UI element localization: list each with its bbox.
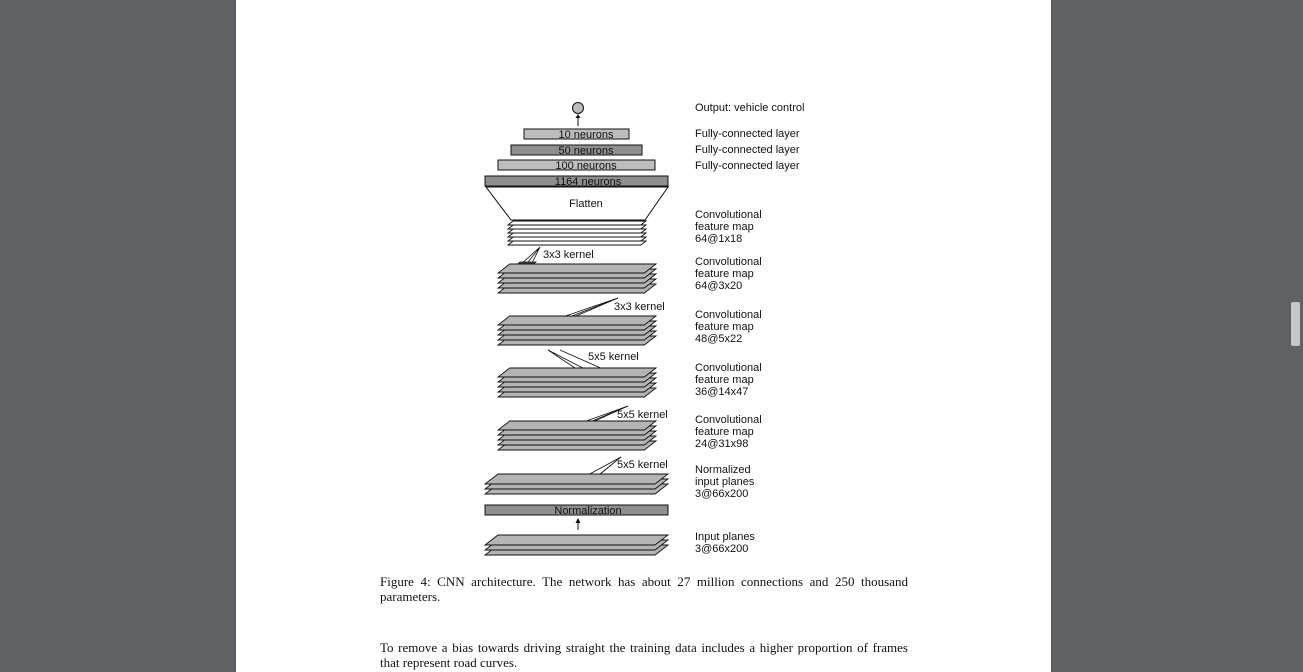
kernel-1-label: 5x5 kernel <box>617 459 668 471</box>
label-conv5-line2: feature map <box>695 221 754 233</box>
fc-50-label: 50 neurons <box>558 145 614 157</box>
label-conv4-line2: feature map <box>695 268 754 280</box>
kernel-2-label: 5x5 kernel <box>617 409 668 421</box>
conv4-feature-stack <box>496 263 658 294</box>
conv3-plane <box>496 315 658 326</box>
fc-1164-label: 1164 neurons <box>555 176 622 188</box>
label-output: Output: vehicle control <box>695 102 804 114</box>
normalized-plane <box>483 473 670 485</box>
body-paragraph: To remove a bias towards driving straigh… <box>380 640 908 670</box>
label-norm-line3: 3@66x200 <box>695 488 748 500</box>
label-conv4-line3: 64@3x20 <box>695 280 742 292</box>
caption-line-1: Figure 4: CNN architecture. The network … <box>380 574 908 589</box>
fc-100-label: 100 neurons <box>555 160 617 172</box>
output-node <box>572 102 584 114</box>
conv2-plane <box>496 367 658 378</box>
input-planes-stack <box>483 534 670 556</box>
conv5-plane <box>506 228 648 234</box>
kernel-4-label: 3x3 kernel <box>614 301 665 313</box>
label-input-line2: 3@66x200 <box>695 543 748 555</box>
label-fc3: Fully-connected layer <box>695 128 800 140</box>
label-conv3-line2: feature map <box>695 321 754 333</box>
label-conv1-line3: 24@31x98 <box>695 438 748 450</box>
fc-50-box <box>510 144 643 156</box>
body-line-2: that represent road curves. <box>380 655 518 670</box>
conv2-feature-stack <box>496 367 658 398</box>
fc-10-box <box>523 128 630 140</box>
normalization-label: Normalization <box>554 505 621 517</box>
label-conv5-line3: 64@1x18 <box>695 233 742 245</box>
label-fc1: Fully-connected layer <box>695 160 800 172</box>
normalized-planes-stack <box>483 473 670 495</box>
label-norm-line2: input planes <box>695 476 755 488</box>
input-plane <box>483 534 670 546</box>
label-conv1-line2: feature map <box>695 426 754 438</box>
flatten-label: Flatten <box>569 198 603 210</box>
conv4-plane <box>496 263 658 274</box>
fc-1164-box <box>484 175 669 187</box>
body-line-1: To remove a bias towards driving straigh… <box>380 640 908 655</box>
vertical-scrollbar[interactable] <box>1288 0 1303 672</box>
conv5-feature-stack <box>506 220 648 246</box>
conv5-plane <box>506 224 648 230</box>
fc-100-box <box>497 159 656 171</box>
label-fc2: Fully-connected layer <box>695 144 800 156</box>
label-conv4-line1: Convolutional <box>695 256 762 268</box>
label-conv2-line2: feature map <box>695 374 754 386</box>
kernel-3-label: 5x5 kernel <box>588 351 639 363</box>
conv5-plane <box>506 232 648 238</box>
kernel-5-label: 3x3 kernel <box>543 249 594 261</box>
label-conv3-line1: Convolutional <box>695 309 762 321</box>
normalization-box <box>484 504 669 516</box>
conv5-plane <box>506 220 648 226</box>
input-arrowhead <box>575 518 581 523</box>
figure-caption: Figure 4: CNN architecture. The network … <box>380 574 908 604</box>
label-norm-line1: Normalized <box>695 464 751 476</box>
label-conv5-line1: Convolutional <box>695 209 762 221</box>
conv1-plane <box>496 420 658 431</box>
label-conv1-line1: Convolutional <box>695 414 762 426</box>
label-conv2-line3: 36@14x47 <box>695 386 748 398</box>
output-arrowhead <box>575 114 581 118</box>
label-input-line1: Input planes <box>695 531 755 543</box>
fc-10-label: 10 neurons <box>558 129 614 141</box>
flatten-trapezoid <box>484 186 669 221</box>
label-conv2-line1: Convolutional <box>695 362 762 374</box>
conv1-feature-stack <box>496 420 658 451</box>
label-conv3-line3: 48@5x22 <box>695 333 742 345</box>
conv5-plane <box>506 240 648 246</box>
scrollbar-thumb[interactable] <box>1291 302 1300 346</box>
conv5-plane <box>506 236 648 242</box>
conv3-feature-stack <box>496 315 658 346</box>
caption-line-2: parameters. <box>380 589 441 604</box>
